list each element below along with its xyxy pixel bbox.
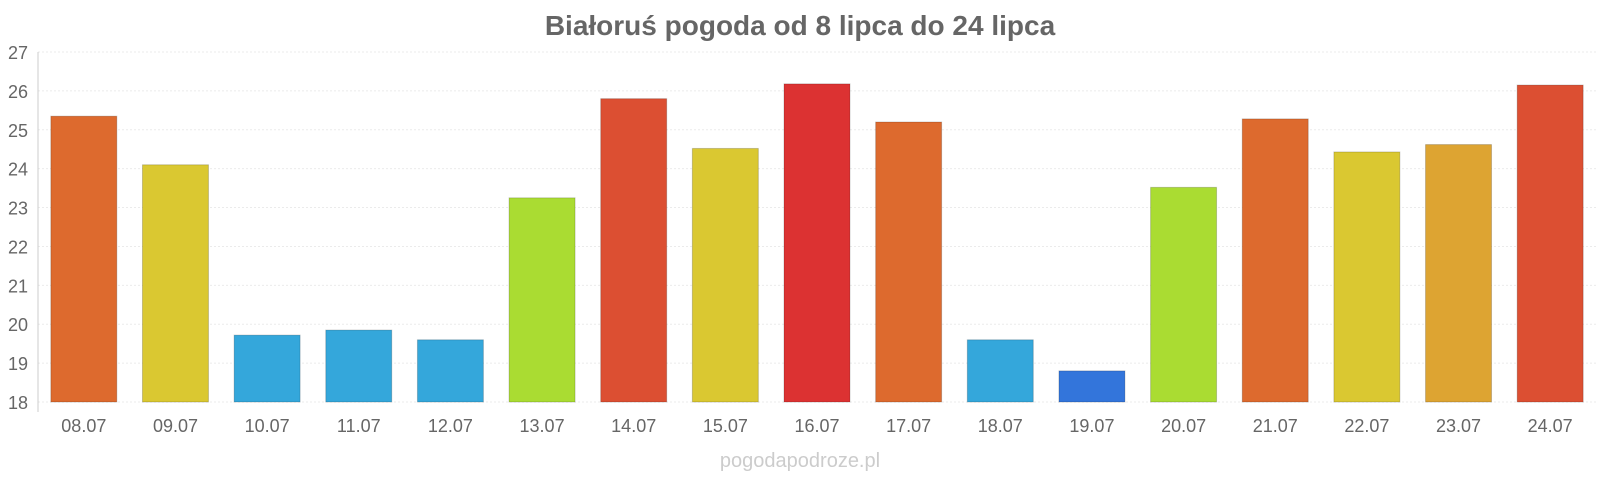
y-tick-label: 20 [8,315,28,335]
x-tick-label: 22.07 [1344,416,1389,436]
y-tick-label: 19 [8,354,28,374]
bar-13.07 [508,197,576,403]
x-tick-label: 17.07 [886,416,931,436]
y-tick-label: 25 [8,121,28,141]
x-tick-label: 21.07 [1253,416,1298,436]
bar-20.07 [1150,186,1218,403]
y-tick-label: 21 [8,276,28,296]
y-tick-label: 18 [8,393,28,413]
x-tick-label: 18.07 [978,416,1023,436]
y-tick-label: 27 [8,43,28,63]
x-tick-label: 15.07 [703,416,748,436]
x-tick-label: 13.07 [520,416,565,436]
bar-19.07 [1058,370,1126,403]
x-tick-label: 24.07 [1528,416,1573,436]
bar-17.07 [875,121,943,403]
y-tick-label: 24 [8,160,28,180]
x-tick-label: 16.07 [794,416,839,436]
bar-16.07 [783,83,851,403]
x-tick-label: 20.07 [1161,416,1206,436]
y-tick-labels: 18 19 20 21 22 23 24 25 26 27 [8,43,28,413]
bar-09.07 [141,164,209,403]
x-tick-label: 19.07 [1069,416,1114,436]
bar-11.07 [325,329,393,403]
y-tick-label: 26 [8,82,28,102]
y-tick-label: 23 [8,199,28,219]
bar-18.07 [966,339,1034,403]
chart-title: Białoruś pogoda od 8 lipca do 24 lipca [544,10,1056,41]
y-tick-label: 22 [8,237,28,257]
x-tick-label: 08.07 [61,416,106,436]
x-tick-label: 09.07 [153,416,198,436]
bar-15.07 [691,147,759,403]
x-tick-label: 10.07 [245,416,290,436]
bar-21.07 [1241,118,1309,403]
bar-24.07 [1516,84,1584,403]
x-tick-label: 11.07 [337,416,381,436]
bar-10.07 [233,334,301,403]
bar-12.07 [416,339,484,403]
bar-22.07 [1333,151,1401,403]
bar-08.07 [50,115,118,403]
watermark: pogodapodroze.pl [719,450,881,472]
x-tick-label: 12.07 [428,416,473,436]
x-tick-label: 14.07 [611,416,656,436]
x-tick-labels: 08.07 09.07 10.07 11.07 12.07 13.07 14.07 15.07… [61,416,1572,436]
bar-14.07 [600,98,668,403]
bar-23.07 [1425,144,1493,403]
bars [50,83,1584,403]
x-tick-label: 23.07 [1436,416,1481,436]
